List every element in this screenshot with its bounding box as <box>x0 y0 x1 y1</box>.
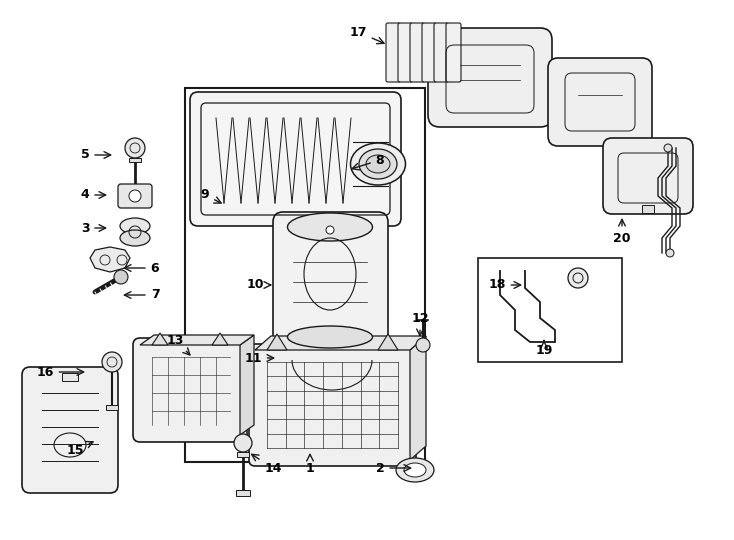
Polygon shape <box>255 336 426 350</box>
Polygon shape <box>240 335 254 435</box>
Text: 12: 12 <box>411 312 429 336</box>
FancyBboxPatch shape <box>603 138 693 214</box>
Polygon shape <box>140 335 254 345</box>
Bar <box>236 490 250 496</box>
Polygon shape <box>90 247 130 272</box>
FancyBboxPatch shape <box>398 23 413 82</box>
Polygon shape <box>267 334 287 350</box>
Bar <box>129 158 141 162</box>
Circle shape <box>664 144 672 152</box>
FancyBboxPatch shape <box>386 23 401 82</box>
Ellipse shape <box>366 155 390 173</box>
FancyBboxPatch shape <box>548 58 652 146</box>
Text: 8: 8 <box>352 153 385 170</box>
Circle shape <box>234 434 252 452</box>
Polygon shape <box>212 333 228 345</box>
Text: 14: 14 <box>252 454 282 475</box>
Ellipse shape <box>288 213 372 241</box>
Text: 5: 5 <box>81 148 111 161</box>
Circle shape <box>102 352 122 372</box>
Bar <box>642 205 654 213</box>
Bar <box>478 258 622 362</box>
Bar <box>62 373 78 381</box>
Text: 15: 15 <box>66 442 93 456</box>
Text: 9: 9 <box>200 188 221 203</box>
Ellipse shape <box>351 143 405 185</box>
FancyBboxPatch shape <box>273 212 388 352</box>
Polygon shape <box>410 336 426 460</box>
Circle shape <box>568 268 588 288</box>
FancyBboxPatch shape <box>22 367 118 493</box>
Text: 7: 7 <box>124 288 159 301</box>
FancyBboxPatch shape <box>434 23 449 82</box>
Text: 11: 11 <box>244 352 274 365</box>
FancyBboxPatch shape <box>422 23 437 82</box>
FancyBboxPatch shape <box>410 23 425 82</box>
Text: 4: 4 <box>81 188 106 201</box>
Text: 16: 16 <box>36 366 84 379</box>
Circle shape <box>666 249 674 257</box>
Ellipse shape <box>120 218 150 234</box>
Polygon shape <box>378 334 398 350</box>
Circle shape <box>125 138 145 158</box>
Text: 17: 17 <box>349 25 384 44</box>
FancyBboxPatch shape <box>249 344 416 466</box>
Circle shape <box>326 226 334 234</box>
Circle shape <box>129 190 141 202</box>
Text: 13: 13 <box>167 334 190 355</box>
Text: 6: 6 <box>124 261 159 274</box>
Bar <box>106 405 118 410</box>
Bar <box>185 88 425 462</box>
Text: 20: 20 <box>613 219 631 245</box>
Ellipse shape <box>288 326 372 348</box>
FancyBboxPatch shape <box>428 28 552 127</box>
Text: 19: 19 <box>535 341 553 356</box>
Circle shape <box>416 338 430 352</box>
Ellipse shape <box>120 230 150 246</box>
Polygon shape <box>152 333 168 345</box>
Circle shape <box>114 270 128 284</box>
FancyBboxPatch shape <box>190 92 401 226</box>
Text: 1: 1 <box>305 454 314 475</box>
Text: 18: 18 <box>488 279 520 292</box>
Bar <box>237 452 249 457</box>
FancyBboxPatch shape <box>133 338 247 442</box>
Ellipse shape <box>404 463 426 477</box>
Ellipse shape <box>359 149 397 179</box>
Text: 2: 2 <box>376 462 410 475</box>
Text: 10: 10 <box>246 279 271 292</box>
FancyBboxPatch shape <box>118 184 152 208</box>
Text: 3: 3 <box>81 221 106 234</box>
FancyBboxPatch shape <box>446 23 461 82</box>
Ellipse shape <box>396 458 434 482</box>
